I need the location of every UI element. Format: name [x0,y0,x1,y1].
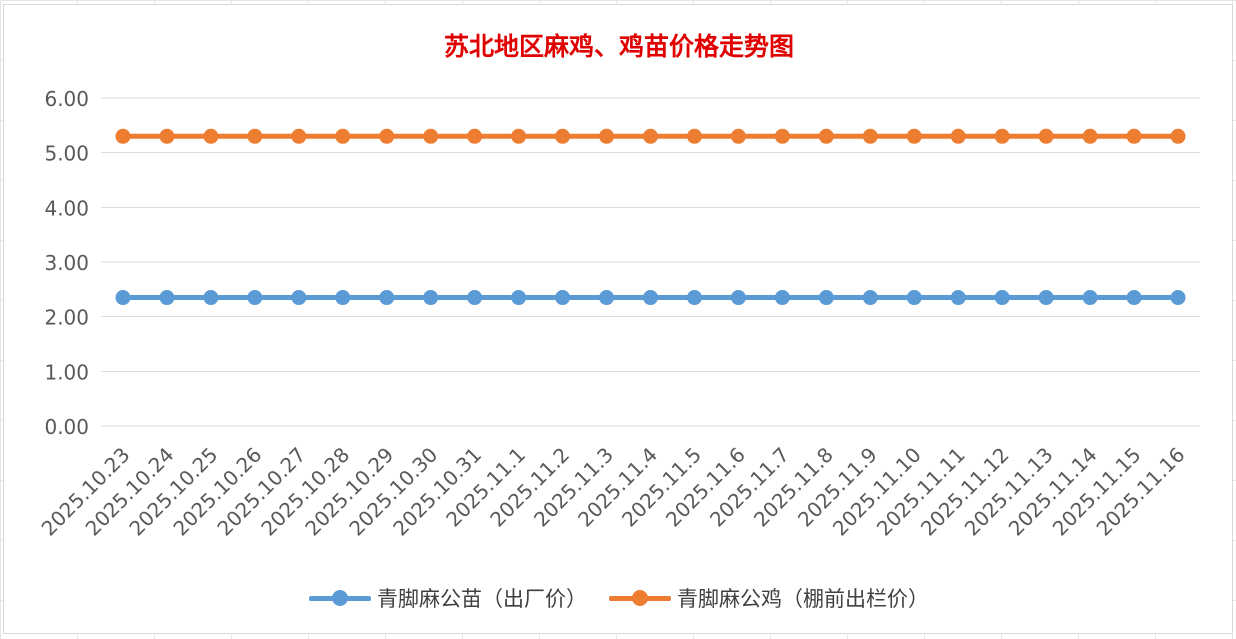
series-1-point [423,290,439,306]
y-tick-label: 2.00 [44,306,89,330]
legend-swatch-orange [609,587,671,609]
series-1-point [730,290,746,306]
y-tick-label: 1.00 [44,360,89,384]
series-2-point [906,128,922,144]
series-1-point [247,290,263,306]
series-1-point [1126,290,1142,306]
series-2-point [774,128,790,144]
series-2-point [203,128,219,144]
series-2-point [599,128,615,144]
series-1-point [643,290,658,306]
series-2-point [862,128,878,144]
series-1-point [335,290,351,306]
series-2-point [555,128,571,144]
series-1-point [203,290,219,306]
series-2-point [686,128,702,144]
series-1-point [774,290,790,306]
series-2-point [1082,128,1098,144]
series-2-point [379,128,395,144]
y-tick-label: 3.00 [44,251,89,275]
plot-area: 0.001.002.003.004.005.006.002025.10.2320… [37,87,1200,541]
series-2-point [1126,128,1142,144]
y-tick-label: 6.00 [44,87,89,111]
series-1-point [511,290,527,306]
series-1-point [994,290,1010,306]
series-2-point [1170,128,1186,144]
y-tick-label: 5.00 [44,142,89,166]
series-1-point [555,290,571,306]
legend-item-series-2: 青脚麻公鸡（棚前出栏价） [609,583,929,613]
legend-label-series-2: 青脚麻公鸡（棚前出栏价） [677,587,929,611]
series-1-point [599,290,615,306]
chart-area[interactable]: 苏北地区麻鸡、鸡苗价格走势图 0.00 1.00 2.00 3.00 4.00 5.00 6… [3,4,1233,634]
series-2-point [730,128,746,144]
series-2-point [511,128,527,144]
series-1-point [686,290,702,306]
series-2-point [994,128,1010,144]
series-1-point [862,290,878,306]
series-1-point [818,290,834,306]
series-1-point [906,290,922,306]
series-1-point [1082,290,1098,306]
legend: 青脚麻公苗（出厂价） 青脚麻公鸡（棚前出栏价） [4,583,1234,613]
legend-item-series-1: 青脚麻公苗（出厂价） [309,583,587,613]
series-2-point [643,128,658,144]
series-2-point [1038,128,1054,144]
series-1-point [291,290,307,306]
series-1-point [1038,290,1054,306]
legend-label-series-1: 青脚麻公苗（出厂价） [377,587,587,611]
series-1-point [1170,290,1186,306]
series-2-point [159,128,175,144]
series-2-point [291,128,307,144]
series-2-point [467,128,483,144]
series-2-point [818,128,834,144]
series-1-point [950,290,966,306]
series-2-point [247,128,263,144]
series-1-point [379,290,395,306]
y-tick-label: 4.00 [44,196,89,220]
series-1-point [115,290,131,306]
series-2-point [950,128,966,144]
series-2-point [423,128,439,144]
series-2-point [115,128,131,144]
legend-swatch-blue [309,587,371,609]
series-2-point [335,128,351,144]
y-tick-label: 0.00 [44,415,89,439]
series-1-point [467,290,483,306]
chart-title: 苏北地区麻鸡、鸡苗价格走势图 [443,32,794,61]
series-1-point [159,290,175,306]
